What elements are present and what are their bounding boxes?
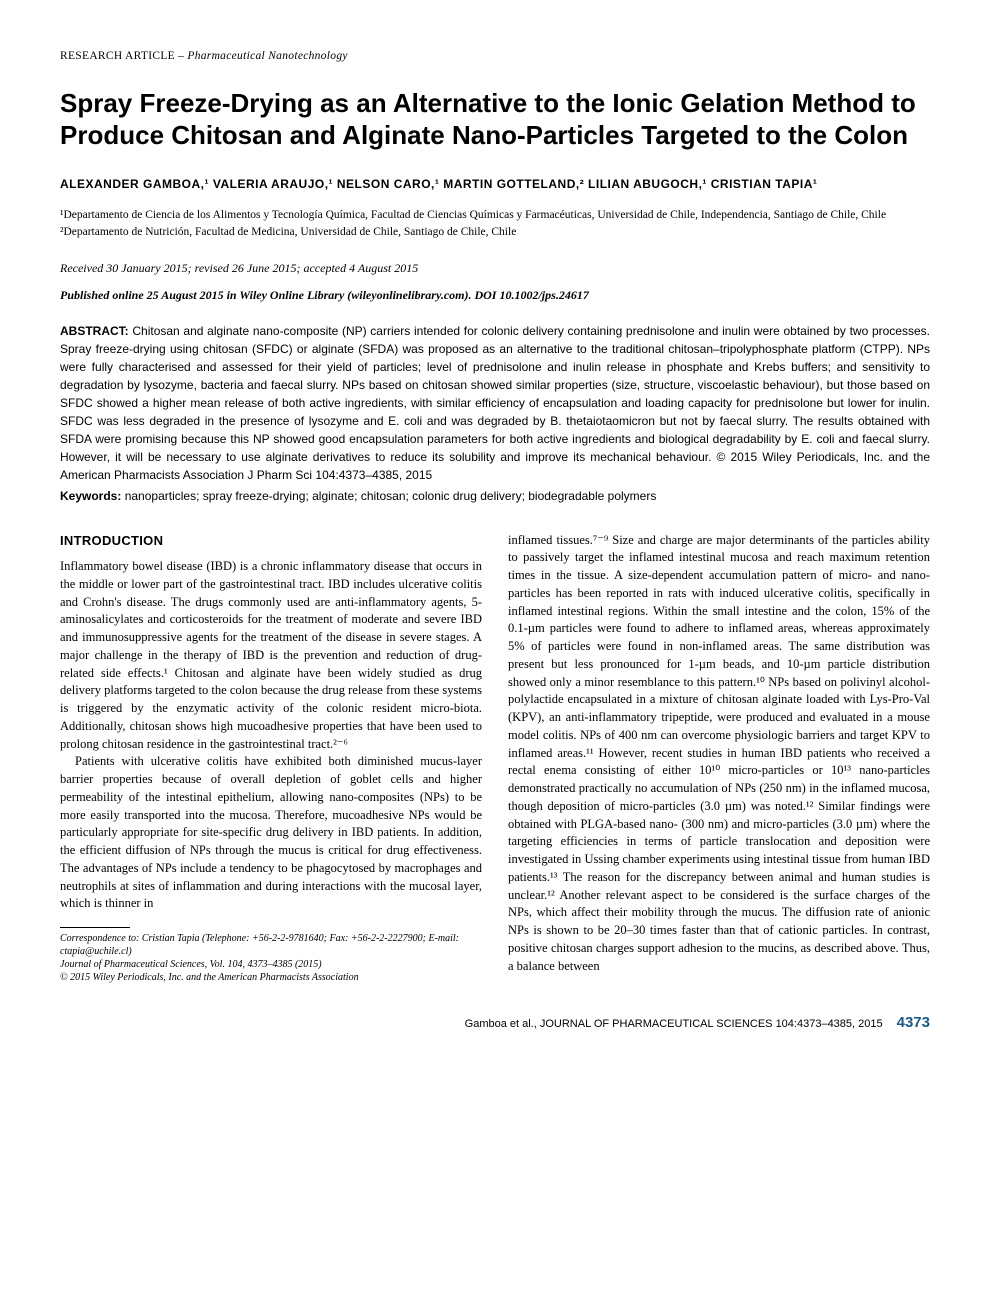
intro-paragraph-1: Inflammatory bowel disease (IBD) is a ch… — [60, 558, 482, 753]
affiliations: ¹Departamento de Ciencia de los Alimento… — [60, 207, 930, 242]
abstract-label: ABSTRACT: — [60, 324, 129, 338]
article-type-label: RESEARCH ARTICLE – — [60, 50, 187, 62]
article-type-category: Pharmaceutical Nanotechnology — [187, 50, 347, 62]
abstract-text: Chitosan and alginate nano-composite (NP… — [60, 324, 930, 482]
journal-note: Journal of Pharmaceutical Sciences, Vol.… — [60, 958, 482, 971]
footnotes: Correspondence to: Cristian Tapia (Telep… — [60, 932, 482, 984]
intro-paragraph-2: Patients with ulcerative colitis have ex… — [60, 753, 482, 913]
keywords-label: Keywords: — [60, 489, 121, 503]
article-type: RESEARCH ARTICLE – Pharmaceutical Nanote… — [60, 48, 930, 65]
correspondence-note: Correspondence to: Cristian Tapia (Telep… — [60, 932, 482, 958]
intro-paragraph-3: inflamed tissues.⁷⁻⁹ Size and charge are… — [508, 532, 930, 976]
article-title: Spray Freeze-Drying as an Alternative to… — [60, 87, 930, 152]
intro-heading: INTRODUCTION — [60, 532, 482, 550]
affiliation-1: ¹Departamento de Ciencia de los Alimento… — [60, 207, 930, 224]
copyright-note: © 2015 Wiley Periodicals, Inc. and the A… — [60, 971, 482, 984]
right-column: inflamed tissues.⁷⁻⁹ Size and charge are… — [508, 532, 930, 984]
keywords-block: Keywords: nanoparticles; spray freeze-dr… — [60, 488, 930, 505]
keywords-text: nanoparticles; spray freeze-drying; algi… — [121, 489, 656, 503]
page-footer: Gamboa et al., JOURNAL OF PHARMACEUTICAL… — [60, 1012, 930, 1034]
footnote-rule — [60, 927, 130, 928]
affiliation-2: ²Departamento de Nutrición, Facultad de … — [60, 224, 930, 241]
article-dates: Received 30 January 2015; revised 26 Jun… — [60, 260, 930, 277]
published-line: Published online 25 August 2015 in Wiley… — [60, 287, 930, 304]
abstract-block: ABSTRACT: Chitosan and alginate nano-com… — [60, 322, 930, 484]
two-column-body: INTRODUCTION Inflammatory bowel disease … — [60, 532, 930, 984]
left-column: INTRODUCTION Inflammatory bowel disease … — [60, 532, 482, 984]
author-list: ALEXANDER GAMBOA,¹ VALERIA ARAUJO,¹ NELS… — [60, 176, 930, 193]
page-number: 4373 — [897, 1012, 930, 1034]
footer-citation: Gamboa et al., JOURNAL OF PHARMACEUTICAL… — [465, 1017, 883, 1033]
